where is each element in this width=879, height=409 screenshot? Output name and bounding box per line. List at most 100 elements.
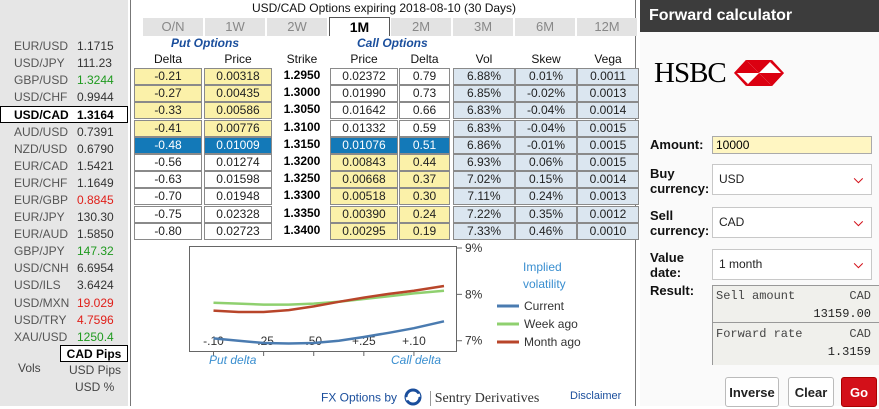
forward-rate-label: Forward rate (716, 327, 803, 341)
tab-3m[interactable]: 3M (453, 18, 514, 36)
cell-strike: 1.3050 (283, 102, 321, 117)
rate-row-xau-usd[interactable]: XAU/USD 1250.4 (0, 329, 128, 346)
cell-put-price[interactable]: 0.01598 (204, 171, 272, 189)
rate-name: USD/CAD (14, 108, 69, 123)
rate-row-usd-chf[interactable]: USD/CHF 0.9944 (0, 89, 128, 106)
cad-pips-button[interactable]: CAD Pips (60, 345, 128, 362)
tab-2w[interactable]: 2W (267, 18, 328, 36)
buy-currency-label: Buy currency: (650, 166, 710, 196)
go-button[interactable]: Go (841, 377, 877, 407)
cell-call-price[interactable]: 0.01332 (330, 119, 398, 137)
cell-put-price[interactable]: 0.00435 (204, 85, 272, 103)
rate-value: 147.32 (77, 244, 114, 259)
sell-currency-label: Sell currency: (650, 208, 710, 238)
tab-1w[interactable]: 1W (205, 18, 266, 36)
inverse-button[interactable]: Inverse (725, 377, 779, 407)
cell-call-price[interactable]: 0.00518 (330, 188, 398, 206)
cell-vega: 0.0012 (577, 205, 639, 223)
cell-put-price[interactable]: 0.00318 (204, 68, 272, 85)
x-tick-label: +.10 (402, 334, 426, 348)
cell-strike: 1.3250 (283, 171, 321, 186)
vols-label[interactable]: Vols (18, 361, 41, 375)
tab-6m[interactable]: 6M (515, 18, 576, 36)
cell-put-price[interactable]: 0.02723 (204, 222, 272, 240)
rate-row-eur-usd[interactable]: EUR/USD 1.1715 (0, 38, 128, 55)
cell-skew: -0.04% (515, 102, 577, 120)
rate-value: 1.3244 (77, 73, 114, 88)
rate-name: USD/MXN (14, 295, 70, 310)
rate-value: 1.5421 (77, 158, 114, 173)
series-line-month-ago (213, 284, 445, 314)
y-tick-label: 8% (465, 287, 483, 301)
cell-call-price[interactable]: 0.00295 (330, 222, 398, 240)
tab-2m[interactable]: 2M (391, 18, 452, 36)
cell-call-price[interactable]: 0.02372 (330, 68, 398, 85)
rate-value: 3.6424 (77, 278, 114, 293)
cell-call-price[interactable]: 0.01990 (330, 85, 398, 103)
rate-row-usd-cad[interactable]: USD/CAD 1.3164 (0, 106, 128, 124)
cell-put-price[interactable]: 0.01274 (204, 154, 272, 171)
cell-call-price[interactable]: 0.01076 (330, 136, 398, 154)
rate-name: GBP/JPY (14, 244, 65, 259)
rate-row-aud-usd[interactable]: AUD/USD 0.7391 (0, 124, 128, 141)
rate-row-gbp-usd[interactable]: GBP/USD 1.3244 (0, 72, 128, 89)
tab-on[interactable]: O/N (143, 18, 204, 36)
usd-percent-button[interactable]: USD % (75, 380, 115, 394)
cell-vega: 0.0015 (577, 119, 639, 137)
cell-put-delta: -0.75 (134, 205, 202, 223)
rate-row-eur-jpy[interactable]: EUR/JPY 130.30 (0, 209, 128, 226)
sentry-logo-icon[interactable] (400, 388, 426, 409)
cell-call-price[interactable]: 0.00843 (330, 154, 398, 171)
rate-row-usd-cnh[interactable]: USD/CNH 6.6954 (0, 260, 128, 277)
cell-put-price[interactable]: 0.02328 (204, 205, 272, 223)
usd-pips-button[interactable]: USD Pips (69, 363, 122, 377)
x-tick-label: -.25 (253, 334, 274, 348)
cell-skew: 0.15% (515, 171, 577, 189)
rate-value: 1.1715 (77, 39, 114, 53)
cell-call-delta: 0.73 (399, 85, 450, 103)
cell-vol: 6.93% (453, 154, 515, 171)
rate-row-nzd-usd[interactable]: NZD/USD 0.6790 (0, 141, 128, 158)
amount-input[interactable] (712, 136, 872, 154)
clear-button[interactable]: Clear (788, 377, 834, 407)
header-skew: Skew (531, 52, 561, 66)
rate-row-eur-aud[interactable]: EUR/AUD 1.5850 (0, 226, 128, 243)
cell-call-price[interactable]: 0.00390 (330, 205, 398, 223)
legend-label: Current (524, 299, 565, 313)
rate-row-eur-cad[interactable]: EUR/CAD 1.5421 (0, 158, 128, 175)
tab-12m[interactable]: 12M (577, 18, 638, 36)
footer: FX Options by Sentry Derivatives (321, 388, 540, 409)
cell-put-price[interactable]: 0.01948 (204, 188, 272, 206)
disclaimer-link[interactable]: Disclaimer (570, 390, 622, 402)
cell-call-price[interactable]: 0.01642 (330, 102, 398, 120)
legend-label: Month ago (524, 335, 581, 349)
rate-name: EUR/CHF (14, 175, 68, 190)
amount-label: Amount: (650, 137, 704, 152)
sell-currency-select[interactable]: CAD ⌵ (712, 207, 872, 238)
buy-currency-value: USD (719, 172, 745, 186)
value-date-select[interactable]: 1 month ⌵ (712, 249, 872, 280)
rate-row-eur-chf[interactable]: EUR/CHF 1.1649 (0, 175, 128, 192)
tab-1m[interactable]: 1M (329, 17, 390, 36)
chevron-down-icon: ⌵ (853, 257, 863, 271)
call-delta-label: Call delta (391, 353, 442, 367)
cell-put-price[interactable]: 0.00776 (204, 119, 272, 137)
rate-row-usd-ils[interactable]: USD/ILS 3.6424 (0, 277, 128, 294)
rate-row-usd-try[interactable]: USD/TRY 4.7596 (0, 312, 128, 329)
cell-put-price[interactable]: 0.00586 (204, 102, 272, 120)
cell-call-delta: 0.44 (399, 154, 450, 171)
rate-value: 0.7391 (77, 124, 114, 139)
rate-row-eur-gbp[interactable]: EUR/GBP 0.8845 (0, 192, 128, 209)
rate-row-gbp-jpy[interactable]: GBP/JPY 147.32 (0, 243, 128, 260)
sentry-derivatives-link[interactable]: Sentry Derivatives (429, 390, 540, 406)
cell-call-price[interactable]: 0.00668 (330, 171, 398, 189)
cell-skew: 0.06% (515, 154, 577, 171)
cell-put-price[interactable]: 0.01009 (204, 136, 272, 154)
rate-value: 1250.4 (77, 329, 114, 344)
buy-currency-select[interactable]: USD ⌵ (712, 164, 872, 195)
cell-strike: 1.3300 (283, 188, 321, 203)
call-options-label: Call Options (357, 36, 428, 50)
rate-row-usd-jpy[interactable]: USD/JPY 111.23 (0, 55, 128, 72)
rate-row-usd-mxn[interactable]: USD/MXN 19.029 (0, 295, 128, 312)
